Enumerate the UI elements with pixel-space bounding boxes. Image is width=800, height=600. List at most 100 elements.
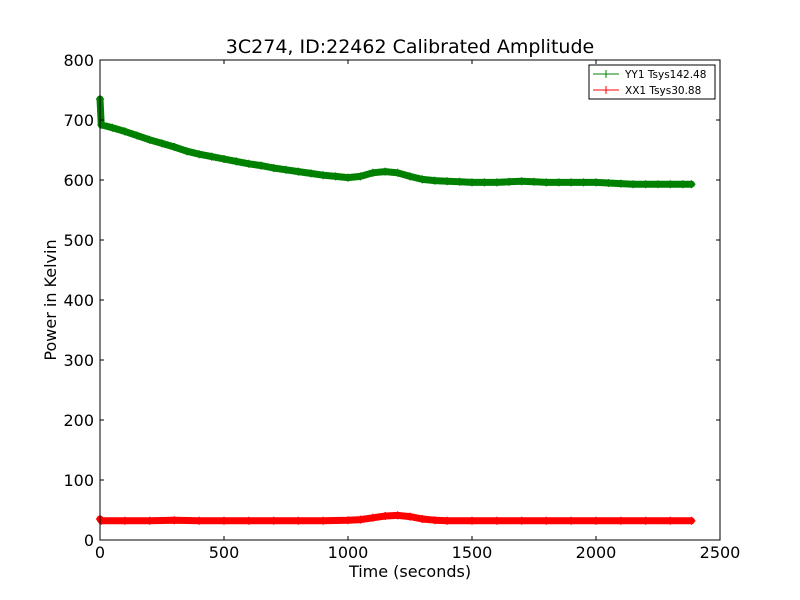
data-point-0-38 (554, 178, 563, 187)
data-point-0-40 (579, 178, 588, 187)
data-point-0-13 (244, 159, 253, 168)
data-point-0-12 (232, 157, 241, 166)
data-point-1-19 (443, 516, 452, 525)
data-point-0-49 (687, 180, 696, 189)
data-point-0-1 (97, 120, 106, 129)
y-tick-label-8: 800 (63, 51, 94, 70)
data-point-1-8 (269, 516, 278, 525)
data-point-0-3 (120, 127, 129, 136)
legend-label-1: XX1 Tsys30.88 (625, 85, 701, 97)
y-tick-label-5: 500 (63, 231, 94, 250)
y-tick-label-6: 600 (63, 171, 94, 190)
data-point-0-47 (666, 180, 675, 189)
series-layer (96, 95, 696, 525)
data-point-0-29 (443, 177, 452, 186)
data-point-1-29 (687, 516, 696, 525)
data-point-0-36 (530, 177, 538, 186)
data-point-0-19 (319, 171, 328, 180)
data-point-0-41 (592, 178, 600, 187)
data-point-1-11 (344, 516, 352, 525)
data-point-1-3 (145, 516, 154, 525)
x-tick-label-0: 0 (95, 543, 105, 562)
data-point-1-23 (542, 516, 551, 525)
data-point-0-31 (468, 178, 476, 187)
data-point-0-35 (517, 177, 526, 186)
data-point-1-4 (170, 516, 179, 525)
data-point-1-27 (641, 516, 650, 525)
data-point-1-1 (97, 516, 106, 525)
legend-marker-1 (602, 86, 610, 94)
x-tick-label-4: 2000 (576, 543, 617, 562)
data-point-0-25 (393, 168, 402, 177)
data-point-0-18 (306, 169, 315, 178)
data-point-0-7 (170, 143, 179, 151)
data-point-1-14 (381, 512, 390, 520)
y-axis-label: Power in Kelvin (41, 239, 60, 360)
data-point-0-30 (455, 177, 464, 186)
data-point-0-14 (257, 161, 266, 170)
data-point-1-17 (418, 515, 427, 523)
data-point-0-21 (344, 173, 352, 182)
data-point-0-33 (492, 178, 501, 187)
data-point-0-43 (616, 179, 625, 188)
data-point-0-11 (220, 155, 228, 163)
chart-title: 3C274, ID:22462 Calibrated Amplitude (226, 36, 594, 58)
data-point-1-9 (294, 516, 303, 525)
data-point-1-25 (592, 516, 600, 525)
data-point-0-20 (331, 172, 340, 181)
y-tick-label-0: 0 (84, 531, 94, 550)
data-point-0-26 (406, 172, 414, 181)
data-point-0-6 (158, 139, 166, 148)
data-point-1-20 (468, 516, 476, 525)
data-point-0-23 (368, 168, 377, 177)
data-point-0-17 (294, 167, 303, 176)
series-line-1 (96, 511, 695, 525)
data-point-1-15 (393, 511, 402, 520)
data-point-0-32 (480, 178, 489, 187)
data-point-0-28 (430, 176, 439, 185)
data-point-1-13 (368, 513, 377, 522)
data-point-1-22 (517, 516, 526, 525)
data-point-0-37 (542, 178, 551, 187)
x-axis-label: Time (seconds) (348, 562, 471, 581)
data-point-1-5 (195, 516, 204, 525)
data-point-1-6 (220, 516, 228, 525)
data-point-1-21 (492, 516, 501, 525)
x-tick-label-5: 2500 (700, 543, 741, 562)
data-point-1-18 (430, 516, 439, 525)
y-tick-label-4: 400 (63, 291, 94, 310)
data-point-1-10 (319, 516, 328, 525)
data-point-0-2 (108, 123, 117, 132)
data-point-1-28 (666, 516, 675, 525)
data-point-0-34 (505, 177, 514, 186)
data-point-0-5 (145, 135, 154, 144)
data-point-1-12 (356, 515, 365, 524)
x-tick-label-3: 1500 (452, 543, 493, 562)
x-tick-label-1: 500 (209, 543, 240, 562)
data-point-0-45 (641, 180, 650, 189)
data-point-1-2 (120, 516, 129, 525)
legend-label-0: YY1 Tsys142.48 (624, 69, 706, 81)
x-tick-label-2: 1000 (328, 543, 369, 562)
data-point-0-22 (356, 172, 365, 181)
data-point-0-27 (418, 175, 427, 184)
data-point-0-8 (182, 147, 191, 156)
legend-marker-0 (602, 70, 610, 78)
data-point-0-9 (195, 150, 204, 159)
data-point-0-44 (629, 180, 638, 189)
data-point-0-16 (282, 165, 290, 174)
y-tick-label-2: 200 (63, 411, 94, 430)
data-point-0-10 (207, 152, 216, 161)
data-point-0-39 (567, 178, 576, 187)
axes-layer: 0 500 1000 1500 2000 2500 0 100 200 300 400 500 600 7… (63, 51, 740, 562)
data-point-0-24 (381, 167, 390, 176)
series-1 (96, 511, 696, 525)
data-point-1-7 (244, 516, 253, 525)
data-point-0-15 (269, 164, 278, 172)
data-point-0-4 (133, 131, 142, 140)
data-point-1-16 (406, 512, 414, 521)
y-tick-label-7: 700 (63, 111, 94, 130)
data-point-1-26 (616, 516, 625, 525)
